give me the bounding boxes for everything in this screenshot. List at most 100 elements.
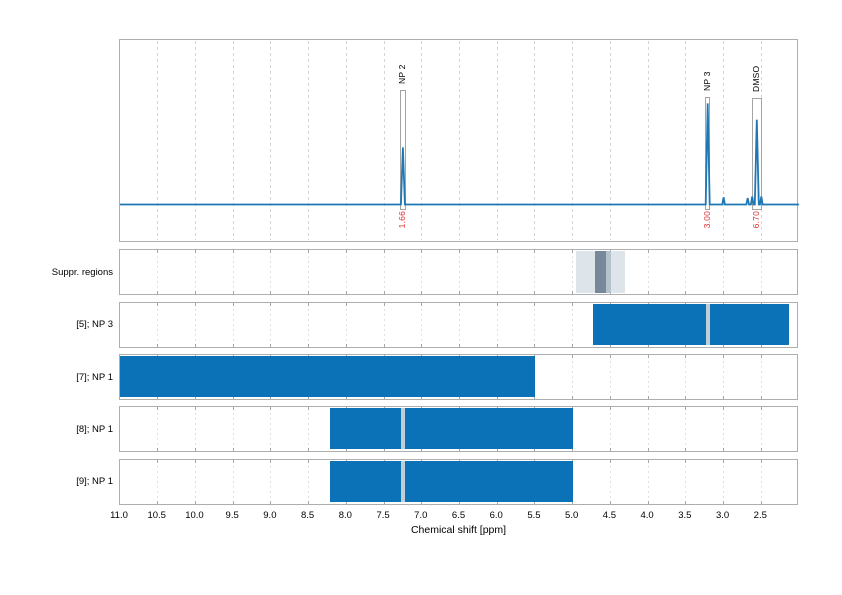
tick-mark	[760, 500, 762, 504]
tick-mark	[308, 396, 310, 399]
x-tick-label: 6.5	[451, 510, 466, 521]
peak-label-text: NP 3	[701, 71, 712, 91]
track-row-label: [9]; NP 1	[76, 476, 113, 487]
tick-mark	[232, 291, 234, 294]
tick-mark	[647, 448, 649, 451]
tick-mark	[157, 500, 159, 504]
x-tick-label: 9.5	[225, 510, 239, 521]
tick-mark	[760, 291, 762, 294]
gridline	[572, 356, 574, 398]
tick-mark	[157, 459, 159, 463]
tick-mark	[760, 396, 762, 399]
gridline	[647, 356, 649, 398]
gridline	[270, 41, 272, 240]
gridline	[534, 356, 536, 398]
gridline	[459, 303, 460, 346]
track-suppressed-regions	[119, 249, 798, 295]
tick-mark	[685, 343, 687, 347]
tick-mark	[685, 407, 687, 410]
tick-mark	[572, 291, 574, 294]
tick-mark	[383, 343, 385, 347]
tick-mark	[421, 250, 423, 253]
tick-mark	[647, 396, 649, 399]
gridline	[760, 408, 762, 450]
tick-mark	[232, 250, 234, 253]
tick-mark	[308, 459, 310, 463]
integral-value-text: 3.00	[701, 211, 712, 229]
gridline	[459, 41, 460, 240]
match-region-bar	[330, 460, 574, 502]
gridline	[308, 408, 310, 450]
tick-mark	[308, 343, 310, 347]
x-tick-label: 11.0	[110, 510, 128, 521]
tick-mark	[383, 291, 385, 294]
tick-mark	[459, 302, 460, 306]
tick-mark	[534, 396, 536, 399]
gridline	[760, 356, 762, 398]
tick-mark	[572, 343, 574, 347]
x-tick-label: 4.5	[602, 510, 616, 521]
tick-mark	[647, 407, 649, 410]
tick-mark	[723, 355, 725, 358]
tick-mark	[345, 291, 347, 294]
tick-mark	[270, 407, 272, 410]
tick-mark	[760, 407, 762, 410]
tick-mark	[760, 343, 762, 347]
tick-mark	[647, 355, 649, 358]
tick-mark	[534, 355, 536, 358]
gridline	[685, 41, 687, 240]
tick-mark	[232, 500, 234, 504]
gridline	[345, 41, 347, 240]
peak-label: DMSO	[751, 66, 761, 94]
x-tick-label: 6.0	[489, 510, 503, 521]
track-row-label: [5]; NP 3	[76, 319, 113, 330]
tick-mark	[723, 291, 725, 294]
tick-mark	[459, 250, 460, 253]
gridline	[459, 251, 460, 293]
tick-mark	[232, 343, 234, 347]
peak-label-text: DMSO	[750, 65, 761, 92]
gridline	[647, 41, 649, 240]
tick-mark	[647, 250, 649, 253]
tick-mark	[685, 250, 687, 253]
tick-mark	[685, 448, 687, 451]
match-region-bar	[330, 408, 574, 449]
tick-mark	[421, 302, 423, 306]
tick-mark	[647, 291, 649, 294]
tick-mark	[572, 355, 574, 358]
gridline	[194, 303, 196, 346]
tick-mark	[459, 396, 460, 399]
gridline	[685, 356, 687, 398]
tick-mark	[572, 396, 574, 399]
gridline	[723, 251, 725, 293]
gridline	[157, 41, 159, 240]
tick-mark	[232, 396, 234, 399]
tick-mark	[534, 302, 536, 306]
match-region-bar	[120, 356, 535, 397]
x-tick-label: 10.5	[147, 510, 166, 521]
gridline	[647, 460, 649, 503]
tick-mark	[647, 459, 649, 463]
tick-mark	[194, 459, 196, 463]
tick-mark	[421, 396, 423, 399]
gridline	[308, 41, 310, 240]
gridline	[534, 303, 536, 346]
x-tick-label: 3.5	[678, 510, 692, 521]
gridline	[421, 303, 423, 346]
tick-mark	[534, 250, 536, 253]
gridline	[308, 460, 310, 503]
gridline	[609, 41, 611, 240]
tick-mark	[270, 291, 272, 294]
integral-value: 1.66	[397, 211, 407, 230]
tick-mark	[232, 302, 234, 306]
spectrum-plot	[119, 39, 799, 242]
tick-mark	[496, 396, 498, 399]
gridline	[270, 251, 272, 293]
tick-mark	[572, 448, 574, 451]
gridline	[232, 408, 234, 450]
tick-mark	[609, 407, 611, 410]
x-tick-label: 2.5	[753, 510, 767, 521]
gridline	[194, 41, 196, 240]
peak-label-text: NP 2	[396, 64, 407, 84]
